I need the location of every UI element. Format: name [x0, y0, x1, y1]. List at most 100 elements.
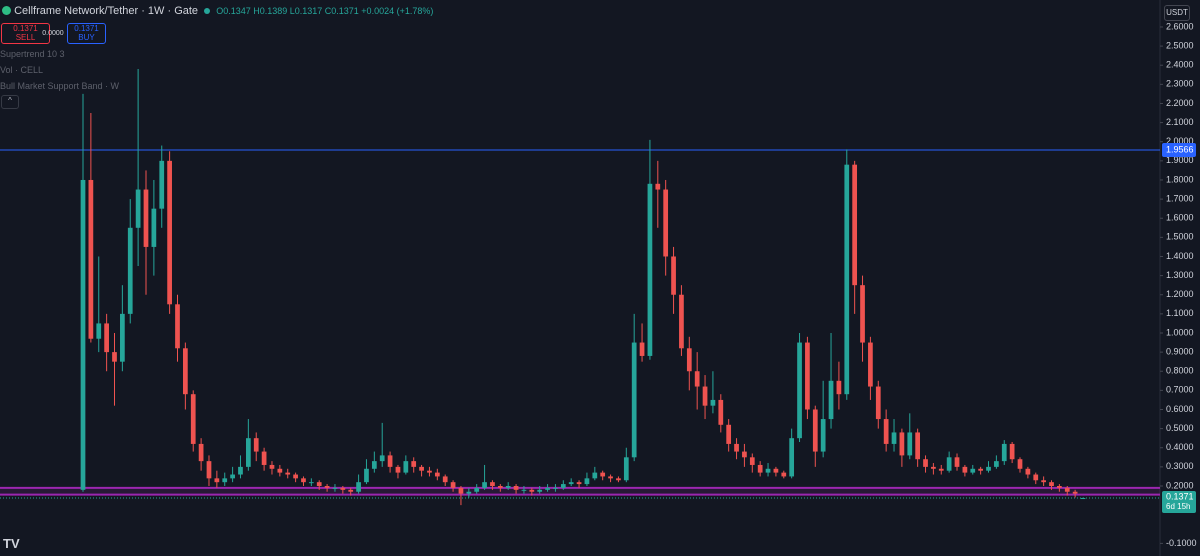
candle-body: [915, 432, 921, 460]
candle-body: [529, 489, 535, 492]
candle-body: [387, 455, 393, 467]
candle-body: [120, 313, 125, 362]
y-tick-label: 0.3000: [1166, 461, 1194, 471]
y-tick-label: 2.4000: [1166, 60, 1194, 70]
candle-body: [521, 489, 527, 491]
candle-body: [875, 386, 881, 420]
y-tick-label: 0.6000: [1166, 404, 1194, 414]
candle-body: [805, 342, 810, 410]
candle-body: [742, 451, 747, 458]
y-tick-label: 1.9000: [1166, 155, 1194, 165]
candle-body: [434, 472, 440, 477]
candle-body: [167, 160, 172, 305]
candle-body: [560, 484, 566, 488]
candle-body: [671, 256, 676, 295]
candle-body: [584, 478, 590, 485]
candle-body: [497, 485, 503, 488]
candle-body: [96, 323, 102, 339]
y-tick-label: 0.4000: [1166, 442, 1194, 452]
collapse-button[interactable]: ^: [1, 95, 19, 109]
candle-body: [175, 304, 180, 349]
y-tick-label: 0.5000: [1166, 423, 1194, 433]
candle-body: [482, 482, 487, 488]
candle-body: [1072, 491, 1078, 494]
candle-body: [277, 468, 283, 473]
candle-body: [568, 482, 574, 485]
candle-body: [749, 457, 755, 465]
candle-body: [789, 438, 795, 477]
candle-body: [852, 164, 858, 286]
y-tick-label: 1.0000: [1166, 327, 1194, 337]
symbol-icon: [2, 6, 11, 15]
candle-body: [466, 491, 472, 494]
candle-body: [1017, 459, 1023, 469]
candle-body: [1064, 487, 1070, 492]
candle-body: [245, 438, 251, 467]
candle-body: [836, 380, 842, 395]
indicator[interactable]: Vol · CELL: [0, 65, 44, 75]
candle-body: [1057, 485, 1062, 488]
candle-body: [891, 432, 897, 444]
candle-body: [978, 468, 983, 471]
sell-price: 0.1371: [13, 24, 38, 33]
candle-body: [812, 409, 818, 452]
candle-body: [513, 485, 519, 490]
candle-body: [694, 371, 700, 387]
y-tick-label: 1.7000: [1166, 193, 1194, 203]
y-tick-label: 0.8000: [1166, 366, 1194, 376]
y-tick-label: 2.6000: [1166, 21, 1194, 31]
candle-body: [608, 476, 613, 479]
candle-body: [293, 474, 298, 479]
candle-body: [797, 342, 802, 439]
y-tick-label: 2.2000: [1166, 98, 1194, 108]
candle-body: [781, 472, 787, 477]
indicator[interactable]: Supertrend 10 3: [0, 49, 65, 59]
candle-body: [883, 419, 889, 444]
y-tick-label: 2.1000: [1166, 117, 1194, 127]
candle-body: [686, 348, 692, 372]
candle-body: [710, 399, 716, 406]
legend-header: Cellframe Network/Tether · 1W · Gate O0.…: [2, 5, 433, 17]
candle-body: [631, 342, 637, 458]
candle-body: [899, 432, 905, 456]
candle-body: [726, 424, 732, 444]
candle-body: [907, 432, 913, 456]
candle-body: [1025, 468, 1031, 475]
countdown-label: 6d 15h: [1166, 502, 1190, 511]
candle-body: [419, 466, 424, 471]
candle-body: [828, 380, 834, 420]
candle-body: [324, 485, 330, 488]
candle-body: [261, 451, 267, 465]
candle-body: [285, 472, 291, 475]
candle-body: [844, 164, 850, 395]
candle-body: [639, 342, 645, 356]
candle-body: [411, 461, 417, 467]
candle-body: [80, 179, 86, 490]
currency-button[interactable]: USDT: [1164, 5, 1190, 21]
candle-body: [576, 482, 582, 485]
candle-body: [308, 482, 314, 484]
candle-body: [938, 468, 944, 471]
buy-price: 0.1371: [74, 24, 99, 33]
y-tick-label: 1.1000: [1166, 308, 1194, 318]
ohlc: O0.1347 H0.1389 L0.1317 C0.1371 +0.0024 …: [216, 6, 434, 16]
y-tick-label: 1.3000: [1166, 270, 1194, 280]
hline-price-label: 1.9566: [1166, 144, 1194, 154]
sell-button[interactable]: 0.1371 SELL: [1, 23, 50, 44]
support-band: [0, 487, 1160, 495]
indicator[interactable]: Bull Market Support Band · W: [0, 81, 120, 91]
candle-body: [931, 466, 936, 469]
candle-body: [946, 457, 952, 471]
candle-body: [868, 342, 873, 387]
candle-body: [127, 227, 133, 314]
candle-body: [356, 482, 361, 492]
candle-body: [190, 394, 196, 444]
candle-body: [718, 399, 724, 425]
symbol-title[interactable]: Cellframe Network/Tether · 1W · Gate: [14, 5, 199, 17]
candle-body: [88, 179, 94, 339]
candle-body: [104, 323, 109, 353]
candle-body: [143, 189, 149, 247]
buy-button[interactable]: 0.1371 BUY: [67, 23, 106, 44]
candle-body: [592, 472, 598, 479]
y-tick-label: 2.0000: [1166, 136, 1194, 146]
